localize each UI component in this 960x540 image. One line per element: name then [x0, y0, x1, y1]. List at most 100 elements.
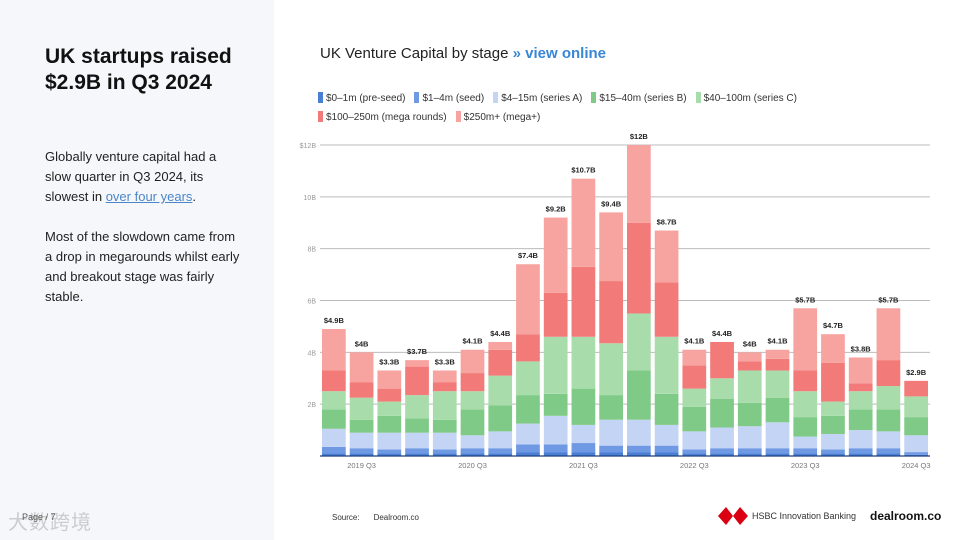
- bar-segment: [793, 308, 818, 371]
- bar-segment: [904, 452, 928, 455]
- bar-segment: [848, 383, 873, 392]
- bar-segment: [516, 395, 540, 424]
- bar-segment: [571, 388, 596, 425]
- bar-segment: [516, 452, 540, 456]
- bar-segment: [460, 349, 485, 374]
- bar-segment: [848, 430, 873, 449]
- bar-segment: [488, 349, 513, 376]
- bar-total-label: $4.1B: [767, 337, 788, 346]
- legend-item: $40–100m (series C): [695, 89, 797, 108]
- legend-label: $1–4m (seed): [422, 93, 485, 104]
- bar-segment: [571, 336, 596, 389]
- left-panel: [0, 0, 274, 540]
- bar-segment: [627, 419, 651, 446]
- source-value: Dealroom.co: [373, 513, 419, 522]
- bar-segment: [543, 415, 568, 445]
- legend-label: $250m+ (mega+): [463, 112, 541, 123]
- bar-segment: [710, 427, 734, 449]
- stacked-bar-chart: 2B 4B 6B 8B 10B $12B $4.9B $4B $3.3B $3.7B $3.3B $4…: [300, 132, 931, 470]
- legend-item: $15–40m (series B): [591, 89, 687, 108]
- bar-segment: [765, 422, 790, 449]
- chart-legend: $0–1m (pre-seed) $1–4m (seed) $4–15m (seri…: [318, 89, 838, 127]
- bar-segment: [377, 388, 402, 402]
- bar-total-label: $9.4B: [601, 199, 622, 208]
- x-tick-label: 2019 Q3: [347, 461, 376, 470]
- bar-segment: [571, 266, 596, 337]
- bar-segment: [432, 432, 457, 450]
- bar-segment: [322, 391, 346, 410]
- bar-segment: [488, 448, 513, 454]
- bar-segment: [821, 449, 845, 454]
- bar-segment: [737, 426, 762, 449]
- bar-total-label: $3.8B: [851, 345, 872, 354]
- over-four-years-link[interactable]: over four years: [105, 189, 193, 204]
- legend-swatch: [414, 92, 420, 103]
- bar-segment: [876, 431, 901, 449]
- bar-segment: [876, 409, 901, 432]
- bar-segment: [488, 375, 513, 406]
- bar-total-label: $2.9B: [906, 368, 927, 377]
- view-online-link[interactable]: view online: [525, 45, 606, 62]
- bar-segment: [599, 395, 623, 420]
- bar-segment: [488, 341, 513, 350]
- bar-segment: [682, 406, 707, 432]
- bar-segment: [876, 453, 901, 456]
- bar-segment: [599, 445, 623, 453]
- bar-segment: [848, 391, 873, 410]
- bar-segment: [405, 418, 429, 433]
- bar-segment: [737, 370, 762, 403]
- source-note: Source: Dealroom.co: [332, 513, 433, 522]
- bar-segment: [405, 366, 429, 396]
- dealroom-logo: dealroom.co: [870, 509, 942, 523]
- bar-segment: [405, 448, 429, 454]
- source-label: Source:: [332, 513, 360, 522]
- legend-label: $100–250m (mega rounds): [326, 112, 447, 123]
- bar-total-label: $3.3B: [435, 357, 456, 366]
- bar-total-label: $4.9B: [324, 316, 345, 325]
- bar-segment: [821, 453, 845, 456]
- bar-segment: [349, 397, 374, 420]
- bar-segment: [710, 378, 734, 399]
- bar-segment: [543, 217, 568, 293]
- bar-total-label: $10.7B: [571, 166, 596, 175]
- bar-segment: [793, 391, 818, 418]
- bar-segment: [516, 264, 540, 335]
- bar-segment: [876, 448, 901, 454]
- bar-segment: [432, 449, 457, 454]
- chart-title: UK Venture Capital by stage » view onlin…: [320, 45, 606, 62]
- bar-segment: [377, 453, 402, 456]
- bar-segment: [627, 452, 651, 456]
- summary-paragraph: Globally venture capital had a slow quar…: [45, 147, 245, 207]
- bar-segment: [516, 444, 540, 453]
- bar-segment: [876, 308, 901, 361]
- bar-segment: [710, 453, 734, 456]
- bar-segment: [710, 448, 734, 454]
- bar-total-label: $7.4B: [518, 251, 539, 260]
- bar-segment: [432, 419, 457, 433]
- bar-segment: [682, 388, 707, 407]
- legend-item: $0–1m (pre-seed): [318, 89, 405, 108]
- bar-segment: [377, 449, 402, 454]
- y-tick-label: 6B: [307, 299, 316, 306]
- bar-segment: [405, 432, 429, 449]
- bar-segment: [654, 336, 679, 394]
- bar-segment: [322, 428, 346, 447]
- bar-segment: [793, 417, 818, 437]
- bar-total-label: $4.1B: [684, 337, 705, 346]
- bar-segment: [821, 401, 845, 416]
- bar-segment: [377, 401, 402, 416]
- bar-segment: [460, 435, 485, 449]
- bar-segment: [710, 341, 734, 379]
- bar-segment: [654, 452, 679, 456]
- bar-segment: [627, 370, 651, 420]
- bar-segment: [377, 432, 402, 450]
- chart-title-text: UK Venture Capital by stage: [320, 45, 509, 62]
- bar-segment: [737, 402, 762, 427]
- bar-segment: [349, 432, 374, 449]
- bar-segment: [571, 443, 596, 453]
- bar-segment: [627, 222, 651, 314]
- bar-segment: [543, 393, 568, 416]
- bar-segment: [543, 292, 568, 337]
- bar-segment: [876, 386, 901, 410]
- bar-segment: [349, 352, 374, 383]
